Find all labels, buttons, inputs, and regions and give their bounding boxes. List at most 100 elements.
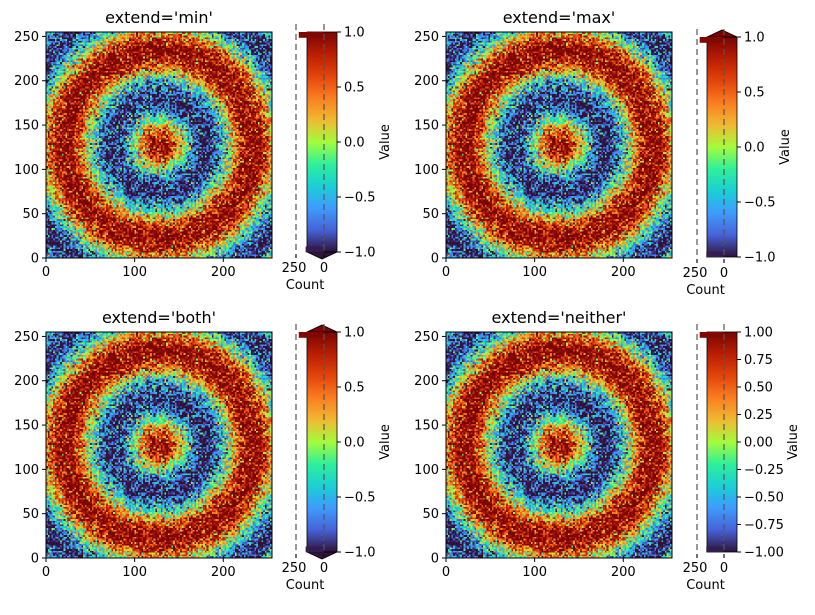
- histogram-bar: [720, 42, 724, 49]
- histogram-bar: [721, 119, 724, 126]
- heatmap-frame: [445, 31, 673, 259]
- histogram-bar: [319, 54, 324, 60]
- histogram-bar: [699, 37, 724, 43]
- histogram-bar: [721, 497, 724, 503]
- histogram-bar: [321, 524, 324, 531]
- histogram-bar: [320, 497, 324, 503]
- histogram-bar: [320, 343, 324, 349]
- histogram-tick-label: 0: [320, 261, 328, 276]
- colorbar-tick-label: 1.00: [744, 326, 773, 341]
- histogram-bar: [321, 458, 324, 465]
- colorbar-label: Value: [378, 124, 393, 160]
- histogram-bar: [720, 136, 724, 142]
- histogram-bar: [720, 114, 724, 120]
- y-tick-label: 0: [31, 252, 39, 267]
- y-tick-label: 100: [14, 463, 39, 478]
- histogram-bar: [321, 180, 324, 187]
- histogram-bar: [321, 125, 324, 132]
- histogram-bar: [720, 108, 724, 115]
- histogram-bar: [319, 354, 324, 360]
- colorbar-extend-max: [306, 324, 338, 333]
- y-tick-label: 200: [414, 74, 439, 89]
- histogram-bar: [320, 48, 324, 55]
- histogram-bar: [720, 337, 724, 344]
- histogram-bar: [321, 480, 324, 487]
- histogram-bar: [320, 398, 324, 404]
- histogram-bar: [321, 219, 324, 225]
- y-tick-label: 100: [414, 463, 439, 478]
- colorbar-tick-label: −1.00: [744, 546, 784, 561]
- histogram-bar: [721, 246, 724, 252]
- colorbar-tick-label: −0.75: [744, 518, 784, 533]
- histogram-tick-label: 250: [683, 266, 708, 281]
- histogram-bar: [321, 519, 324, 525]
- histogram-bar: [719, 354, 724, 360]
- histogram-bar: [321, 136, 324, 143]
- heatmap-image: [446, 32, 672, 258]
- histogram-bar: [321, 442, 324, 448]
- histogram-bar: [721, 224, 724, 230]
- histogram-bar: [720, 431, 724, 437]
- y-tick-label: 200: [414, 374, 439, 389]
- panel-title: extend='neither': [492, 308, 627, 327]
- histogram-bar: [320, 103, 324, 110]
- histogram-bar: [321, 175, 324, 181]
- histogram-bar: [720, 403, 724, 410]
- histogram-bar: [321, 147, 324, 154]
- histogram-bar: [720, 370, 724, 377]
- histogram-bar: [319, 65, 324, 71]
- colorbar-tick-label: 0.5: [344, 381, 365, 396]
- histogram-bar: [305, 546, 324, 553]
- histogram-bar: [321, 502, 324, 509]
- histogram-bar: [320, 98, 324, 104]
- histogram-bar: [720, 387, 724, 393]
- colorbar-tick-label: −1.0: [344, 246, 376, 261]
- histogram-bar: [319, 76, 324, 82]
- histogram-bar: [321, 447, 324, 454]
- x-tick-label: 200: [211, 565, 236, 580]
- y-tick-label: 100: [414, 163, 439, 178]
- y-tick-label: 0: [431, 552, 439, 567]
- histogram-bar: [320, 153, 324, 159]
- heatmap-frame: [45, 31, 273, 259]
- histogram-bar: [321, 142, 324, 148]
- histogram-bar: [721, 185, 724, 192]
- histogram-bar: [321, 114, 324, 121]
- colorbar-tick-label: 0.0: [344, 136, 365, 151]
- y-tick-label: 150: [14, 119, 39, 134]
- x-tick-label: 0: [442, 565, 450, 580]
- histogram-bar: [320, 420, 324, 426]
- histogram-bar: [320, 381, 324, 388]
- histogram-bar: [320, 431, 324, 437]
- colorbar-tick-label: 0.75: [744, 353, 773, 368]
- colorbar-extend-min: [306, 551, 338, 560]
- histogram-bar: [320, 81, 324, 88]
- histogram-bar: [721, 447, 724, 454]
- colorbar-label: Value: [786, 424, 801, 460]
- colorbar-tick-label: 0.5: [744, 86, 765, 101]
- panel-both: extend='both' 0 100 200 0 50 100 150 200 250 1.0 0.…: [14, 308, 393, 593]
- histogram-bar: [321, 469, 324, 476]
- histogram-bar: [320, 392, 324, 399]
- colorbar-tick-label: 1.0: [344, 326, 365, 341]
- histogram-bar: [720, 343, 724, 349]
- histogram-bar: [721, 414, 724, 421]
- histogram-bar: [321, 224, 324, 231]
- panel-neither: extend='neither' 0 100 200 0 50 100 150 200 250 1.…: [414, 308, 801, 593]
- panel-title: extend='min': [105, 8, 213, 27]
- histogram-tick-label: 250: [683, 561, 708, 576]
- colorbar-tick-label: 0.00: [744, 436, 773, 451]
- y-tick-label: 50: [422, 507, 439, 522]
- y-tick-label: 50: [422, 207, 439, 222]
- y-tick-label: 150: [414, 119, 439, 134]
- panel-min: extend='min' 0 100 200 0 50 100 150 200 250 1.0 0.5…: [14, 8, 393, 293]
- histogram-bar: [721, 519, 724, 525]
- histogram-bar: [320, 120, 324, 126]
- histogram-bar: [320, 59, 324, 66]
- histogram-bar: [320, 409, 324, 415]
- histogram-bar: [321, 491, 324, 498]
- histogram-bar: [721, 436, 724, 443]
- y-tick-label: 200: [14, 74, 39, 89]
- histogram-bar: [321, 535, 324, 542]
